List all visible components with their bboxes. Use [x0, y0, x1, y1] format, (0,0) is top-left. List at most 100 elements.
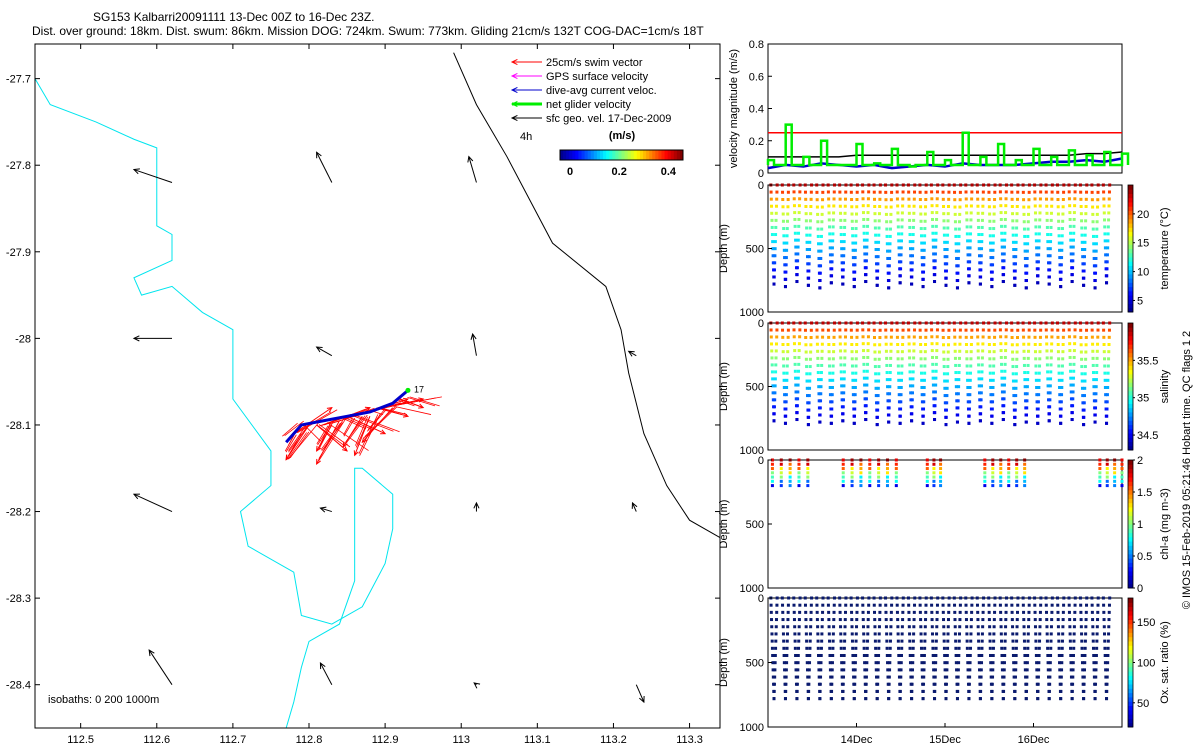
temperature-point	[1094, 271, 1098, 275]
oxygen-point	[888, 668, 892, 672]
temperature-point	[946, 204, 950, 208]
temperature-point	[827, 197, 831, 201]
oxygen-point	[828, 668, 832, 672]
temperature-point	[793, 211, 797, 215]
temperature-point	[1035, 253, 1039, 257]
temperature-point	[918, 183, 922, 187]
oxygen-point	[1067, 603, 1071, 607]
oxygen-point	[911, 639, 915, 643]
temperature-point	[1094, 249, 1098, 253]
temperature-point	[816, 227, 820, 231]
salinity-point	[945, 386, 949, 390]
oxygen-xtick-label-2: 16Dec	[1018, 734, 1050, 746]
oxygen-point	[1080, 661, 1084, 665]
oxygen-point	[979, 668, 983, 672]
oxygen-point	[993, 596, 997, 600]
oxygen-point	[1058, 668, 1062, 672]
temperature-point	[1035, 246, 1039, 250]
oxygen-point	[786, 618, 790, 622]
salinity-point	[854, 378, 858, 382]
temperature-point	[1060, 241, 1064, 245]
oxygen-point	[1010, 603, 1014, 607]
salinity-point	[1000, 390, 1004, 394]
oxygen-point	[850, 639, 854, 643]
oxygen-point	[954, 661, 958, 665]
oxygen-point	[1022, 632, 1026, 636]
oxygen-point	[941, 596, 945, 600]
temperature-point	[854, 241, 858, 245]
salinity-point	[942, 357, 946, 361]
temperature-point	[1038, 211, 1042, 215]
oxygen-point	[964, 603, 968, 607]
temperature-point	[1034, 225, 1038, 229]
temperature-ctick-label-0: 5	[1137, 295, 1143, 307]
temperature-point	[919, 227, 923, 231]
oxygen-point	[890, 603, 894, 607]
salinity-point	[873, 365, 877, 369]
salinity-point	[1085, 321, 1089, 325]
oxygen-point	[1048, 668, 1052, 672]
oxygen-point	[1102, 603, 1106, 607]
temperature-point	[783, 256, 787, 260]
chla-point	[797, 475, 801, 479]
oxygen-point	[839, 653, 843, 657]
chla-colorbar-cell-11	[1128, 536, 1133, 542]
salinity-point	[1095, 349, 1099, 353]
temperature-point	[861, 197, 865, 201]
chla-ytick-label-1: 500	[746, 519, 764, 531]
salinity-point	[931, 355, 935, 359]
map-ytick-label-7: -28.4	[6, 680, 31, 692]
salinity-point	[827, 350, 831, 354]
temperature-point	[1049, 218, 1053, 222]
oxygen-point	[865, 646, 869, 650]
temperature-point	[843, 204, 847, 208]
temperature-point	[901, 204, 905, 208]
salinity-point	[785, 357, 789, 361]
geo-vector-head-4	[315, 346, 323, 353]
temperature-point	[980, 233, 984, 237]
temperature-point	[850, 212, 854, 216]
chla-point	[1098, 462, 1102, 466]
oxygen-point	[865, 661, 869, 665]
chla-point	[1105, 467, 1109, 471]
oxygen-point	[1056, 596, 1060, 600]
salinity-point	[922, 385, 926, 389]
salinity-point	[934, 369, 938, 373]
temperature-point	[976, 218, 980, 222]
oxygen-point	[827, 625, 831, 629]
oxygen-point	[872, 596, 876, 600]
salinity-point	[1048, 384, 1052, 388]
salinity-point	[862, 355, 866, 359]
salinity-point	[1071, 404, 1075, 408]
salinity-point	[931, 376, 935, 380]
oxygen-point	[861, 603, 865, 607]
chla-point	[983, 484, 987, 488]
oxygen-point	[911, 668, 915, 672]
temperature-point	[1095, 220, 1099, 224]
salinity-point	[943, 379, 947, 383]
temperature-point	[886, 256, 890, 260]
salinity-point	[978, 419, 982, 423]
temperature-colorbar-cell-29	[1128, 185, 1133, 190]
oxygen-point	[1080, 632, 1084, 636]
oxygen-point	[796, 653, 800, 657]
oxygen-point	[982, 596, 986, 600]
chla-point	[877, 467, 881, 471]
salinity-point	[956, 413, 960, 417]
oxygen-point	[959, 596, 963, 600]
oxygen-point	[807, 689, 811, 693]
temperature-point	[969, 218, 973, 222]
oxygen-point	[1010, 618, 1014, 622]
salinity-point	[887, 399, 891, 403]
chla-colorbar-cell-25	[1128, 477, 1133, 482]
salinity-point	[977, 370, 981, 374]
colorbar-cell-18	[615, 150, 619, 160]
chla-point	[788, 458, 792, 462]
temperature-point	[1084, 219, 1088, 223]
temperature-point	[804, 204, 808, 208]
oxygen-point	[864, 682, 868, 686]
temperature-point	[1027, 183, 1031, 187]
salinity-point	[1013, 415, 1017, 419]
temperature-point	[992, 219, 996, 223]
